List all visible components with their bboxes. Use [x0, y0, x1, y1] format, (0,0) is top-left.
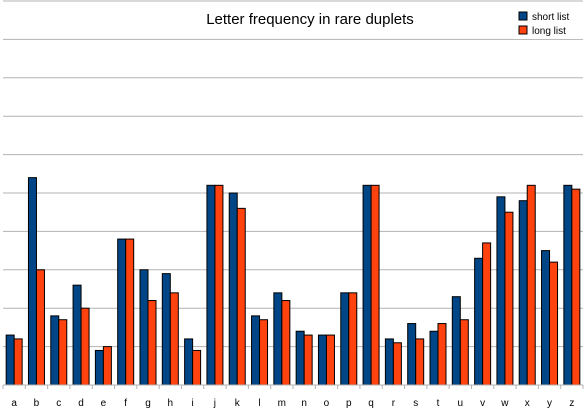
bar-long-list-c [58, 319, 68, 386]
bar-long-list-z [571, 188, 581, 386]
x-tick-label-j: j [213, 398, 216, 409]
legend-swatch-long-list [518, 25, 528, 35]
bar-long-list-k [236, 207, 246, 386]
bar-long-list-p [348, 292, 358, 386]
bar-short-list-q [362, 184, 372, 386]
x-tick-label-m: m [278, 398, 286, 409]
x-tick-label-e: e [101, 398, 107, 409]
bar-short-list-r [384, 338, 394, 386]
bar-long-list-j [214, 184, 224, 386]
chart-title: Letter frequency in rare duplets [206, 11, 414, 28]
bar-short-list-c [50, 315, 60, 386]
bar-long-list-f [125, 238, 135, 386]
bar-short-list-i [184, 338, 194, 386]
x-tick-label-d: d [78, 398, 84, 409]
x-tick-label-q: q [368, 398, 374, 409]
bar-short-list-b [27, 177, 37, 386]
bar-short-list-a [5, 334, 15, 386]
bar-long-list-b [35, 269, 45, 386]
bar-long-list-r [392, 342, 402, 386]
x-tick-label-u: u [458, 398, 464, 409]
x-tick-label-i: i [191, 398, 193, 409]
bar-short-list-o [317, 334, 327, 386]
x-tick-label-c: c [56, 398, 61, 409]
bar-long-list-i [192, 349, 202, 386]
gridlines [3, 0, 583, 348]
bar-short-list-n [295, 330, 305, 386]
bar-short-list-t [429, 330, 439, 386]
bar-short-list-x [518, 200, 528, 386]
bars [5, 177, 581, 386]
x-tick-label-a: a [11, 398, 17, 409]
x-tick-label-f: f [124, 398, 127, 409]
bar-short-list-h [161, 273, 171, 386]
bar-long-list-w [504, 211, 514, 386]
bar-short-list-k [228, 192, 238, 386]
x-tick-label-b: b [34, 398, 40, 409]
bar-short-list-z [563, 184, 573, 386]
bar-short-list-d [72, 284, 82, 386]
legend-label-short-list: short list [532, 12, 569, 23]
x-tick-label-w: w [500, 398, 509, 409]
x-tick-label-h: h [168, 398, 174, 409]
x-tick-label-z: z [569, 398, 574, 409]
x-tick-label-n: n [301, 398, 307, 409]
bar-short-list-l [251, 315, 261, 386]
bar-short-list-e [94, 349, 104, 386]
legend-swatch-short-list [518, 11, 528, 21]
x-tick-label-r: r [392, 398, 396, 409]
bar-short-list-f [117, 238, 127, 386]
bar-long-list-q [370, 184, 380, 386]
x-tick-label-v: v [480, 398, 485, 409]
x-tick-label-o: o [324, 398, 330, 409]
legend: short list long list [514, 7, 582, 39]
bar-short-list-m [273, 292, 283, 386]
bar-long-list-o [325, 334, 335, 386]
bar-long-list-g [147, 300, 157, 386]
bar-short-list-u [451, 296, 461, 386]
bar-long-list-m [281, 300, 291, 386]
bar-short-list-p [340, 292, 350, 386]
x-tick-label-x: x [525, 398, 530, 409]
bar-long-list-n [303, 334, 313, 386]
legend-label-long-list: long list [532, 26, 566, 37]
x-tick-label-g: g [145, 398, 151, 409]
x-tick-label-t: t [437, 398, 440, 409]
bar-long-list-h [169, 292, 179, 386]
x-tick-label-y: y [547, 398, 552, 409]
bar-long-list-v [482, 242, 492, 386]
bar-long-list-t [437, 323, 447, 386]
x-tick-label-l: l [258, 398, 260, 409]
bar-short-list-j [206, 184, 216, 386]
bar-short-list-w [496, 196, 506, 386]
bar-short-list-v [474, 257, 484, 386]
bar-long-list-l [259, 319, 269, 386]
bar-long-list-s [415, 338, 425, 386]
bar-long-list-x [526, 184, 536, 386]
x-tick-label-k: k [235, 398, 241, 409]
x-tick-labels: a b c d e f g h i j k l m n o p q r s t u v w x y z [11, 398, 574, 409]
bar-short-list-y [541, 250, 551, 386]
axis [2, 384, 584, 389]
bar-long-list-y [549, 261, 559, 386]
bar-short-list-s [407, 323, 417, 386]
bar-long-list-d [80, 307, 90, 386]
bar-long-list-u [459, 319, 469, 386]
bar-long-list-a [13, 338, 23, 386]
bar-long-list-e [102, 346, 112, 386]
x-tick-label-s: s [413, 398, 418, 409]
x-tick-label-p: p [346, 398, 352, 409]
bar-short-list-g [139, 269, 149, 386]
